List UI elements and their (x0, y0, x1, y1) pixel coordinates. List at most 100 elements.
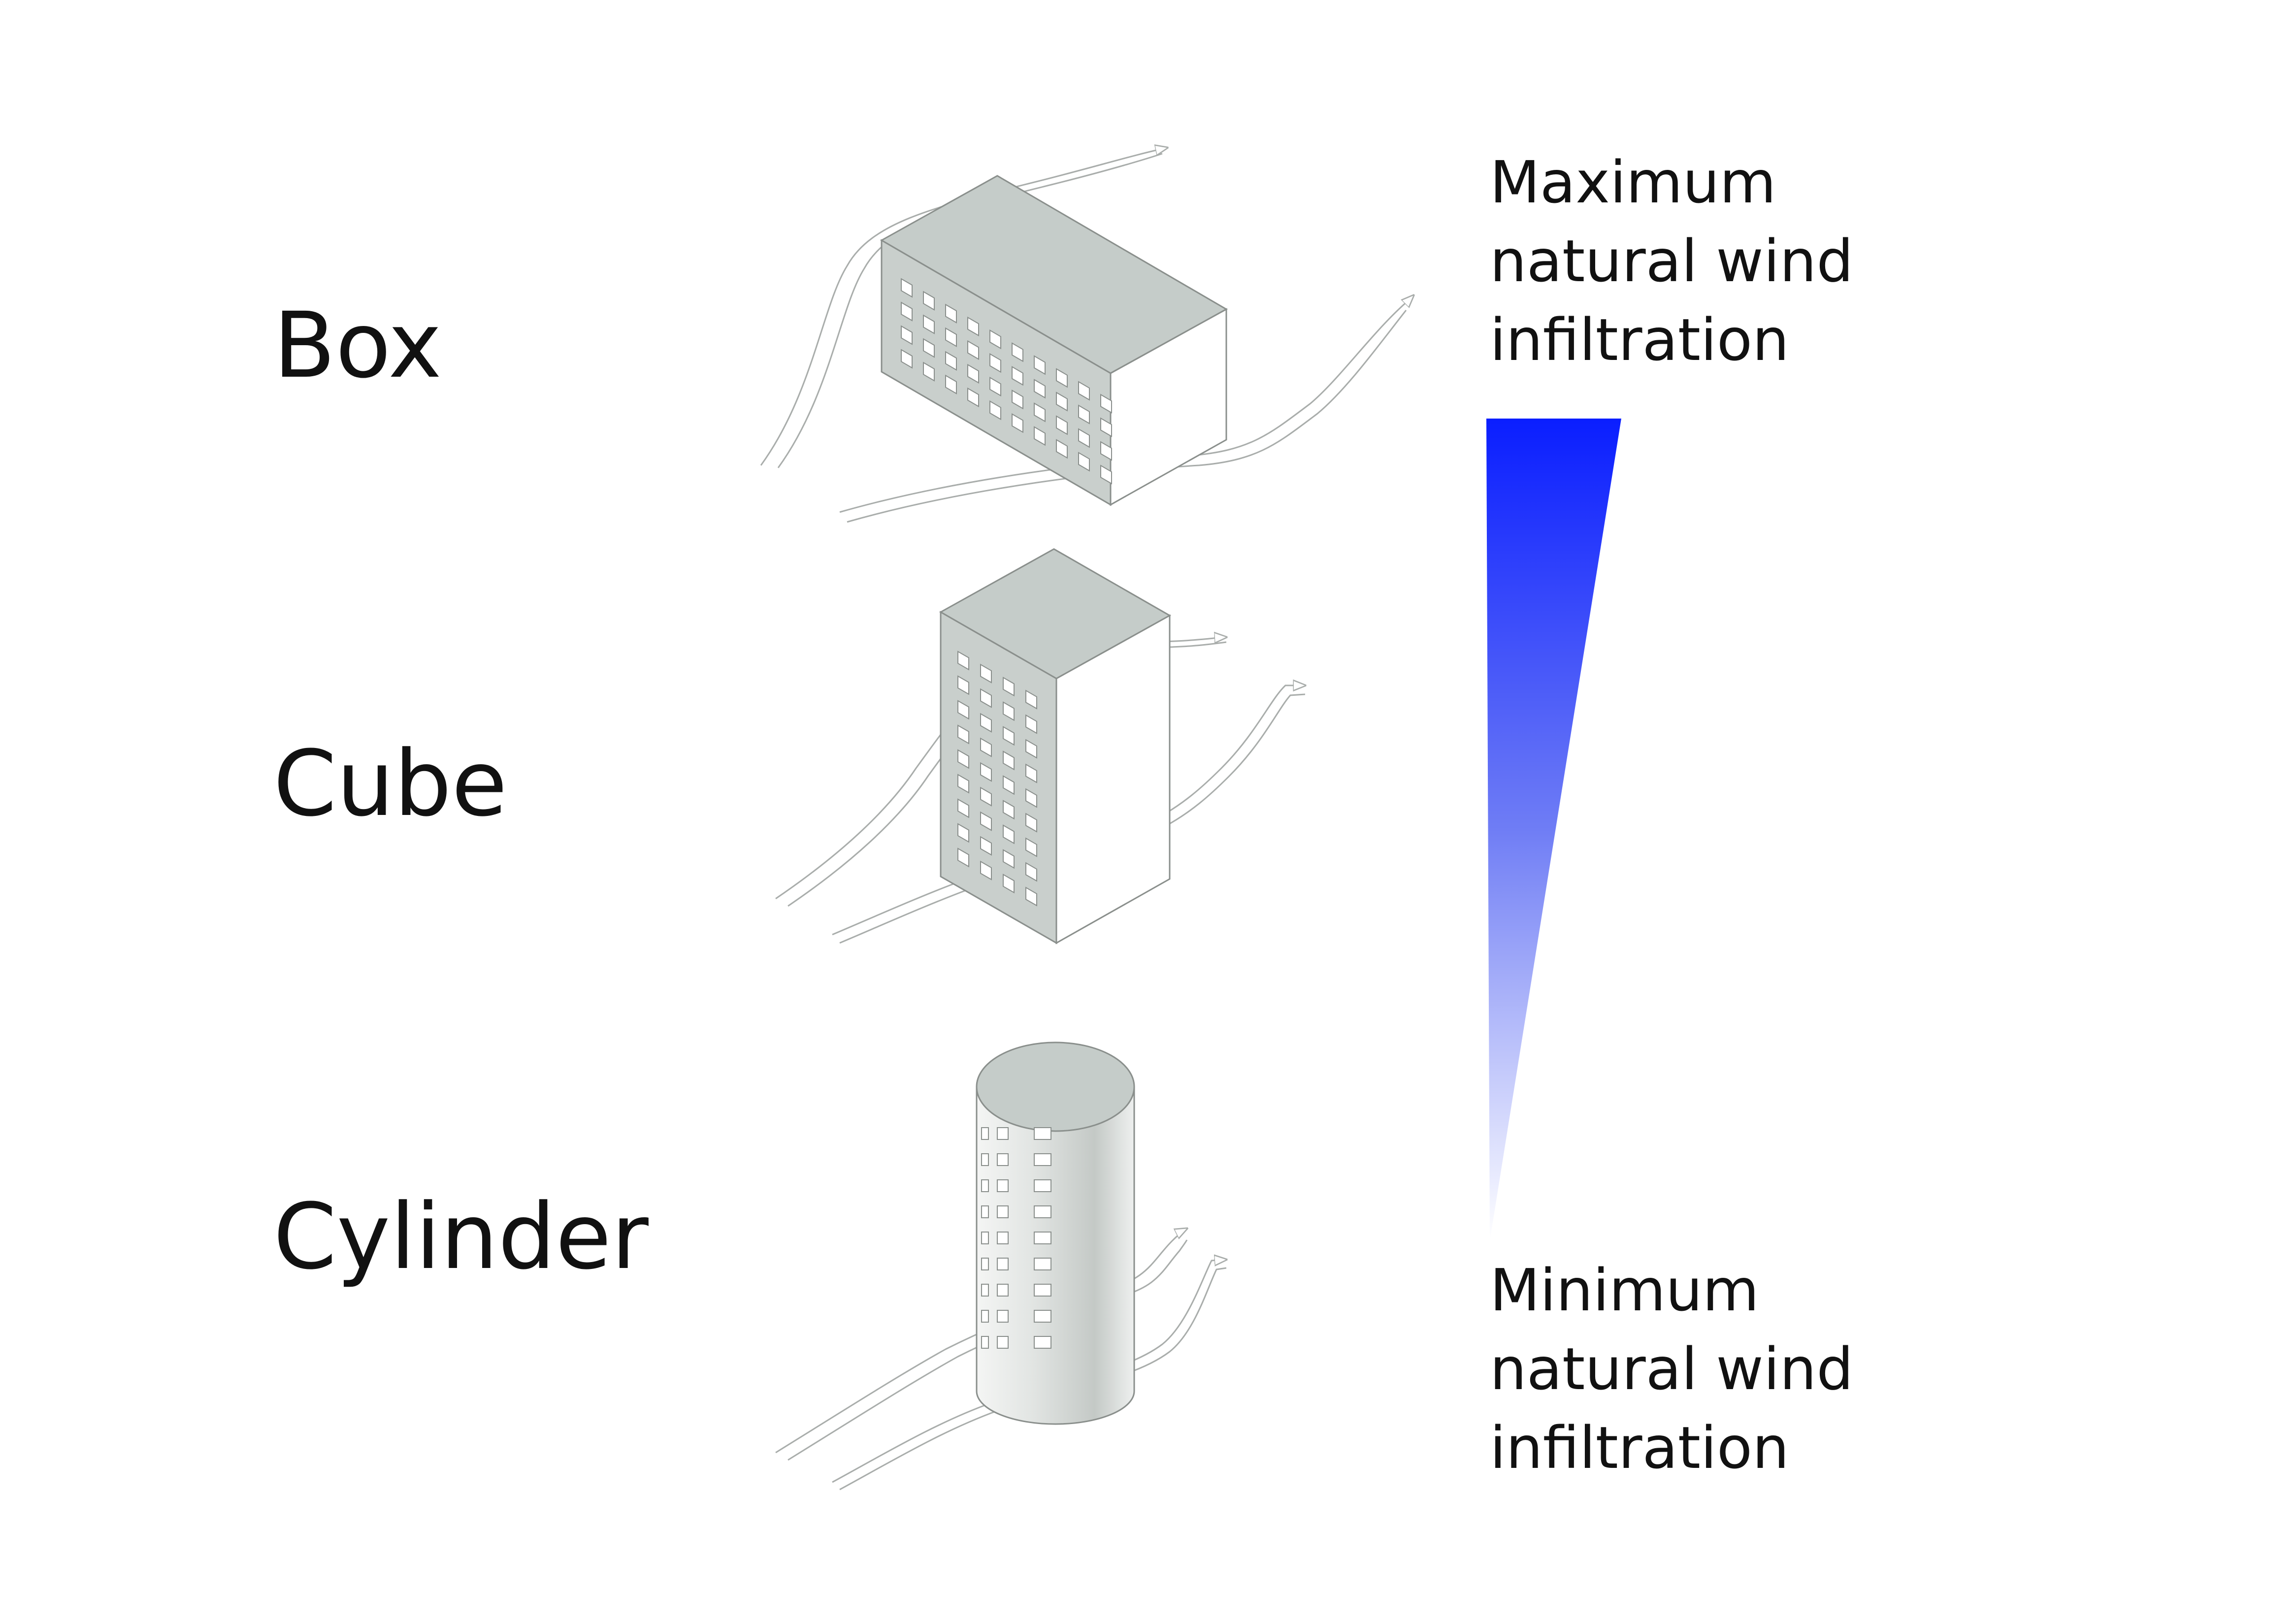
window (981, 1179, 989, 1192)
window (997, 1258, 1009, 1270)
window (1078, 381, 1090, 401)
window (1003, 750, 1015, 771)
window (981, 1258, 989, 1270)
window (1034, 379, 1046, 399)
window (945, 303, 957, 324)
window (1025, 886, 1037, 907)
window (1034, 1258, 1051, 1270)
window (1056, 368, 1068, 388)
window (981, 1284, 989, 1297)
window (1100, 441, 1112, 461)
window (980, 811, 992, 831)
window (1012, 342, 1023, 362)
window (980, 762, 992, 782)
window (1025, 812, 1037, 833)
window (1003, 824, 1015, 844)
window (1034, 1153, 1051, 1166)
window (980, 786, 992, 807)
window (997, 1205, 1009, 1218)
window (981, 1153, 989, 1166)
window (1003, 775, 1015, 795)
window (980, 836, 992, 856)
window (1025, 714, 1037, 734)
legend-max-line-3: infiltration (1490, 306, 1789, 374)
window (901, 301, 913, 322)
window (945, 374, 957, 394)
window (1034, 1205, 1051, 1218)
window (989, 400, 1001, 421)
window (957, 774, 969, 794)
window (1025, 689, 1037, 710)
window-icon (901, 278, 1112, 485)
window (1034, 355, 1046, 375)
window (980, 713, 992, 733)
window (901, 325, 913, 345)
window (997, 1179, 1009, 1192)
window (957, 798, 969, 818)
window-icon (981, 1127, 1051, 1349)
window (981, 1127, 989, 1140)
window (1003, 677, 1015, 697)
window (1034, 1127, 1051, 1140)
cube-building (775, 548, 1305, 944)
window (957, 847, 969, 868)
window (1100, 417, 1112, 437)
window (957, 749, 969, 769)
window (957, 700, 969, 720)
window (957, 675, 969, 695)
window (1078, 452, 1090, 472)
window-icon (957, 650, 1037, 907)
window (989, 329, 1001, 350)
legend-max-text: Maximum natural wind infiltration (1490, 143, 1853, 379)
window (923, 338, 935, 358)
window (1034, 1336, 1051, 1349)
window (923, 361, 935, 382)
window (997, 1153, 1009, 1166)
window (1025, 862, 1037, 882)
window (1034, 402, 1046, 422)
window (1003, 701, 1015, 721)
label-cylinder: Cylinder (273, 1184, 649, 1290)
window (957, 650, 969, 671)
legend-min-line-1: Minimum (1490, 1256, 1759, 1324)
window (945, 351, 957, 371)
window (997, 1127, 1009, 1140)
window (1034, 1310, 1051, 1323)
window (1056, 415, 1068, 435)
window (957, 823, 969, 843)
window (997, 1232, 1009, 1244)
window (1025, 739, 1037, 759)
window (1034, 1179, 1051, 1192)
window (1003, 800, 1015, 820)
window (1056, 439, 1068, 459)
window (1003, 874, 1015, 894)
legend-min-line-2: natural wind (1490, 1335, 1854, 1403)
window (1056, 391, 1068, 412)
window (901, 349, 913, 369)
legend-max-line-2: natural wind (1490, 227, 1854, 295)
window (997, 1310, 1009, 1323)
window (1034, 1284, 1051, 1297)
window (1003, 849, 1015, 869)
window (1078, 404, 1090, 424)
window (981, 1310, 989, 1323)
window (1012, 390, 1023, 410)
legend-min-text: Minimum natural wind infiltration (1490, 1251, 1853, 1487)
box-building (760, 148, 1413, 523)
window (1034, 426, 1046, 446)
window (901, 278, 913, 298)
window (980, 663, 992, 683)
legend-max-line-1: Maximum (1490, 148, 1776, 216)
window (989, 353, 1001, 373)
window (1078, 428, 1090, 448)
cylinder-building (775, 1041, 1226, 1491)
window (989, 377, 1001, 397)
window (967, 387, 979, 408)
window (1025, 837, 1037, 857)
window (981, 1232, 989, 1244)
window (980, 688, 992, 708)
window (1100, 393, 1112, 414)
window (997, 1284, 1009, 1297)
window (1012, 366, 1023, 386)
